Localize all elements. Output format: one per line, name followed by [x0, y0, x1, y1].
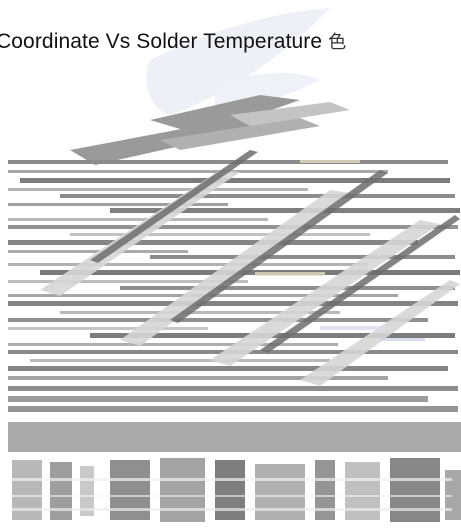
title-glyph: 色	[328, 32, 347, 53]
solid-grey-bar	[8, 422, 461, 452]
chart-title: Coordinate Vs Solder Temperature 色	[0, 28, 346, 54]
chart-title-text: Coordinate Vs Solder Temperature	[0, 30, 323, 53]
glitch-stripes	[8, 95, 460, 412]
watermark-swoosh	[146, 8, 330, 115]
bottom-blocks	[12, 458, 461, 522]
